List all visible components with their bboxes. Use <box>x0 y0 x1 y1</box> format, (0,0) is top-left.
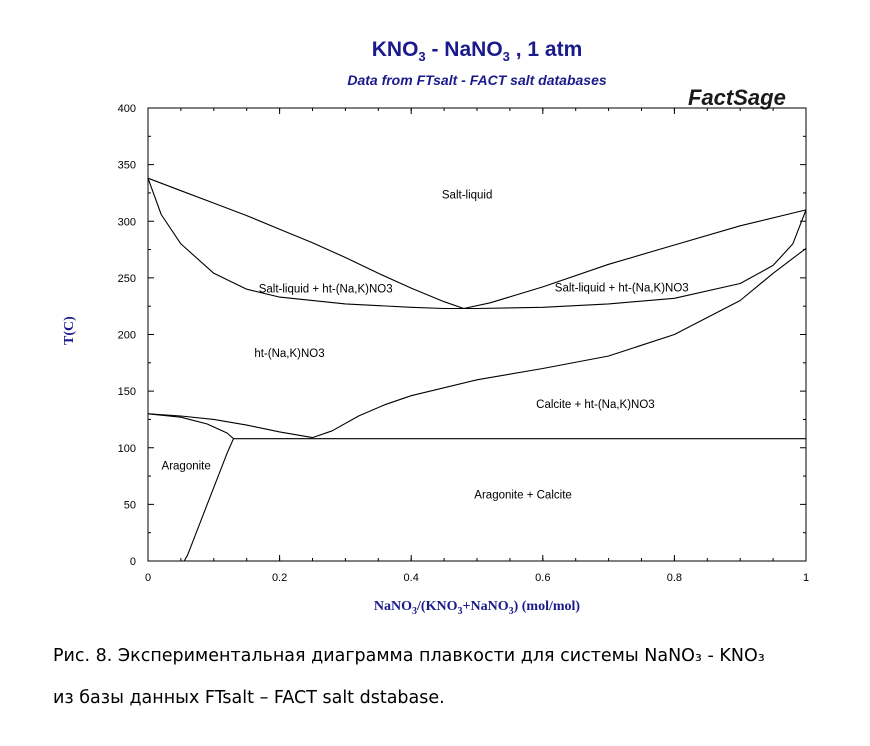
x-tick-label: 0.6 <box>535 572 550 584</box>
x-tick-label: 0.8 <box>667 572 682 584</box>
x-tick-label: 0.4 <box>404 572 419 584</box>
phase-boundary-line-4 <box>147 413 313 439</box>
y-tick-label: 350 <box>118 160 136 172</box>
y-axis-label: T(C) <box>62 316 77 345</box>
chart-subtitle: Data from FTsalt - FACT salt databases <box>347 72 607 88</box>
region-label-4: ht-(Na,K)NO3 <box>254 348 324 360</box>
phase-boundary-line-1 <box>147 177 464 310</box>
region-label-2: Salt-liquid + ht-(Na,K)NO3 <box>259 284 393 296</box>
y-tick-label: 250 <box>118 273 136 285</box>
region-label-5: Calcite + ht-(Na,K)NO3 <box>536 399 655 411</box>
phase-boundary-line-8 <box>183 438 235 562</box>
x-tick-label: 1 <box>803 572 809 584</box>
chart-title: KNO3 - NaNO3 , 1 atm <box>371 38 583 65</box>
x-tick-label: 0 <box>145 572 151 584</box>
x-tick-label: 0.2 <box>272 572 287 584</box>
region-labels: Salt-liquid Salt-liquid + ht-(Na,K)NO3 Sal… <box>162 190 689 502</box>
factsage-logo: FactSage <box>688 85 786 110</box>
y-tick-label: 150 <box>118 386 136 398</box>
y-tick-label: 50 <box>124 499 136 511</box>
axis-ticks: 0 0.2 0.4 0.6 0.8 1 0 50 100 150 200 250 300 350 400 <box>118 103 809 584</box>
region-label-7: Aragonite + Calcite <box>474 490 572 502</box>
y-tick-label: 200 <box>118 330 136 342</box>
phase-boundary-line-5 <box>312 247 807 439</box>
y-tick-label: 0 <box>130 556 136 568</box>
x-axis-label: NaNO3/(KNO3+NaNO3) (mol/mol) <box>373 599 581 617</box>
phase-boundary-line-3 <box>147 178 807 310</box>
phase-boundaries <box>147 177 807 562</box>
figure-caption-line-1: Рис. 8. Экспериментальная диаграмма плав… <box>53 646 765 666</box>
y-tick-label: 100 <box>118 443 136 455</box>
y-tick-label: 400 <box>118 103 136 115</box>
phase-boundary-line-2 <box>463 209 807 310</box>
y-tick-label: 300 <box>118 216 136 228</box>
region-label-1: Salt-liquid <box>442 190 493 202</box>
region-label-3: Salt-liquid + ht-(Na,K)NO3 <box>555 282 689 294</box>
phase-boundary-line-6 <box>147 413 234 440</box>
region-label-6: Aragonite <box>162 460 211 472</box>
figure-caption-line-2: из базы данных FTsalt – FACT salt dstaba… <box>53 688 445 708</box>
